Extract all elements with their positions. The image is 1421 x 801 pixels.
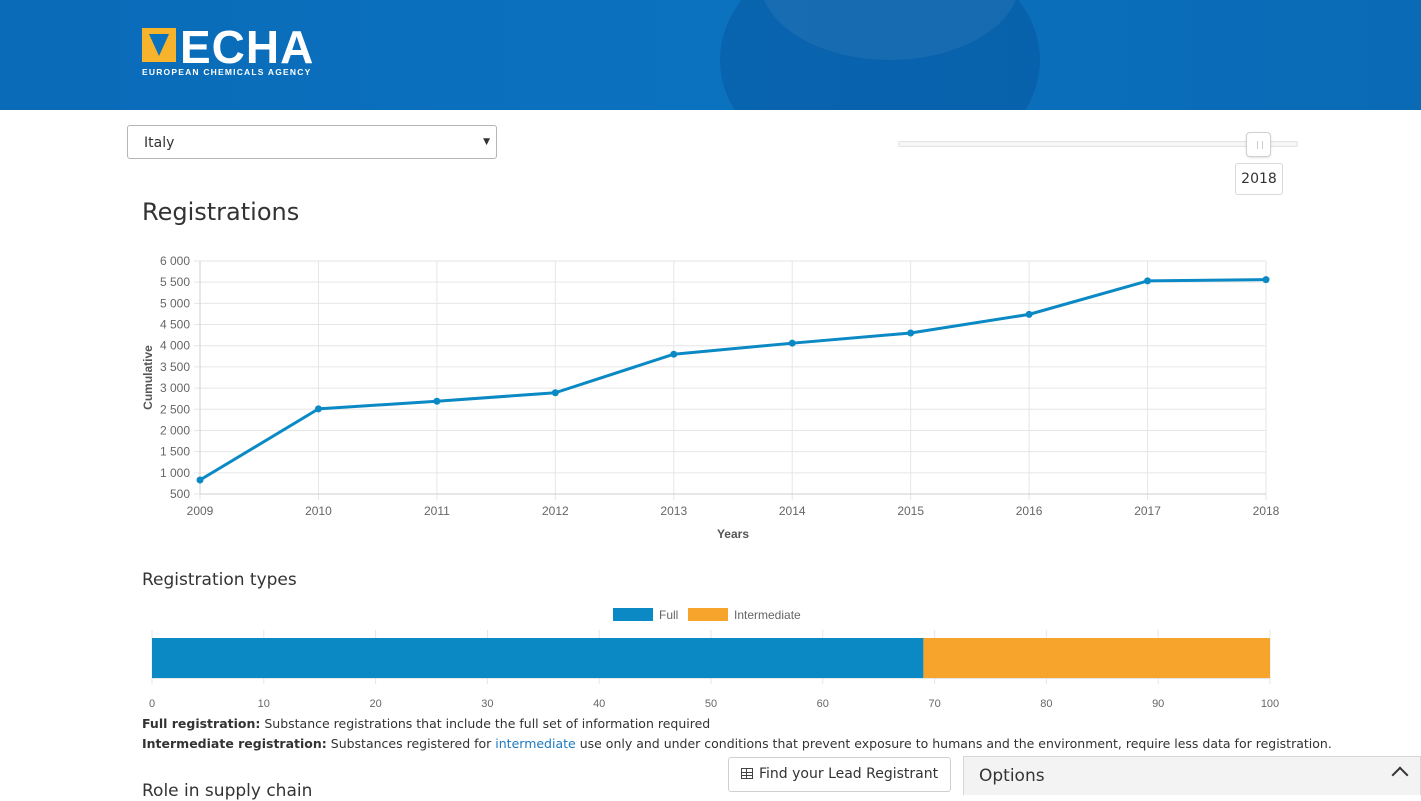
data-point (196, 476, 204, 484)
y-tick-label: 6 000 (160, 254, 190, 268)
registrations-title: Registrations (142, 198, 300, 226)
x-tick-label: 50 (705, 698, 717, 710)
options-panel-toggle[interactable]: Options (963, 756, 1421, 795)
chevron-up-icon (1391, 766, 1409, 784)
x-tick-label: 10 (258, 698, 270, 710)
site-header: ECHA EUROPEAN CHEMICALS AGENCY (0, 0, 1421, 110)
x-tick-label: 2013 (660, 504, 687, 518)
y-axis-label: Cumulative (141, 345, 155, 410)
logo-text: ECHA (180, 21, 315, 73)
full-registration-text: Substance registrations that include the… (260, 716, 711, 731)
x-tick-label: 20 (369, 698, 381, 710)
x-tick-label: 0 (149, 698, 155, 710)
legend-swatch-full (613, 608, 653, 621)
bar-segment-intermediate (923, 638, 1270, 678)
x-tick-label: 2010 (305, 504, 332, 518)
x-tick-label: 80 (1040, 698, 1052, 710)
y-tick-label: 2 500 (160, 402, 190, 416)
find-lead-registrant-label: Find your Lead Registrant (759, 766, 939, 782)
y-tick-label: 4 000 (160, 339, 190, 353)
x-tick-label: 2011 (424, 504, 450, 518)
country-select-value: Italy (144, 135, 175, 151)
intermediate-text-before: Substances registered for (326, 736, 496, 751)
x-tick-label: 2009 (187, 504, 214, 518)
x-tick-label: 2012 (542, 504, 569, 518)
y-tick-label: 4 500 (160, 318, 190, 332)
registration-types-bar-chart: Full Intermediate 0 10 20 30 40 50 60 70 80 90 100 (149, 608, 1279, 710)
data-point (1025, 310, 1033, 318)
x-tick-label: 2016 (1016, 504, 1043, 518)
y-tick-label: 5 000 (160, 296, 190, 310)
data-point (670, 350, 678, 358)
intermediate-registration-note: Intermediate registration: Substances re… (142, 736, 1332, 751)
x-tick-label: 100 (1261, 698, 1279, 710)
legend-label-full: Full (659, 608, 678, 622)
data-point (433, 397, 441, 405)
x-tick-label: 2018 (1253, 504, 1280, 518)
dropdown-caret-icon: ▼ (483, 137, 490, 147)
y-tick-label: 1 000 (160, 466, 190, 480)
year-slider-handle[interactable] (1246, 132, 1271, 157)
bar-segment-full (152, 638, 924, 678)
find-lead-registrant-button[interactable]: Find your Lead Registrant (728, 757, 951, 792)
year-value-box: 2018 (1235, 163, 1283, 195)
x-axis-label: Years (717, 527, 749, 541)
cumulative-series-line (199, 278, 1267, 482)
x-tick-label: 30 (481, 698, 493, 710)
echa-logo-icon (142, 28, 176, 62)
x-tick-label: 2017 (1134, 504, 1161, 518)
x-tick-label: 2014 (779, 504, 806, 518)
x-tick-label: 60 (817, 698, 829, 710)
data-point (907, 329, 915, 337)
role-in-supply-chain-title: Role in supply chain (142, 781, 313, 801)
data-point (551, 389, 559, 397)
y-tick-label: 1 500 (160, 445, 190, 459)
options-label: Options (979, 766, 1045, 786)
data-point (314, 405, 322, 413)
data-point (1262, 276, 1270, 284)
x-tick-label: 2015 (897, 504, 924, 518)
y-tick-label: 2 000 (160, 423, 190, 437)
year-slider-track[interactable] (898, 141, 1298, 147)
data-point (788, 339, 796, 347)
registrations-line-chart: 500 1 000 1 500 2 000 2 500 3 000 3 500 4 000 4 … (141, 254, 1280, 541)
data-point (1144, 277, 1152, 285)
y-tick-label: 500 (170, 487, 190, 501)
y-tick-label: 3 500 (160, 360, 190, 374)
logo-subtitle: EUROPEAN CHEMICALS AGENCY (142, 67, 312, 77)
intermediate-text-after: use only and under conditions that preve… (575, 736, 1332, 751)
country-select[interactable]: Italy ▼ (127, 125, 497, 159)
legend-swatch-intermediate (688, 608, 728, 621)
full-registration-note: Full registration: Substance registratio… (142, 716, 710, 731)
header-decoration (720, 0, 1040, 110)
x-tick-label: 40 (593, 698, 605, 710)
legend-label-intermediate: Intermediate (734, 608, 801, 622)
full-registration-label: Full registration: (142, 716, 261, 731)
table-icon (741, 768, 753, 779)
intermediate-link[interactable]: intermediate (495, 736, 576, 751)
intermediate-registration-label: Intermediate registration: (142, 736, 327, 751)
x-tick-label: 90 (1152, 698, 1164, 710)
y-tick-label: 5 500 (160, 275, 190, 289)
x-tick-label: 70 (928, 698, 940, 710)
y-tick-label: 3 000 (160, 381, 190, 395)
registration-types-title: Registration types (142, 570, 297, 590)
